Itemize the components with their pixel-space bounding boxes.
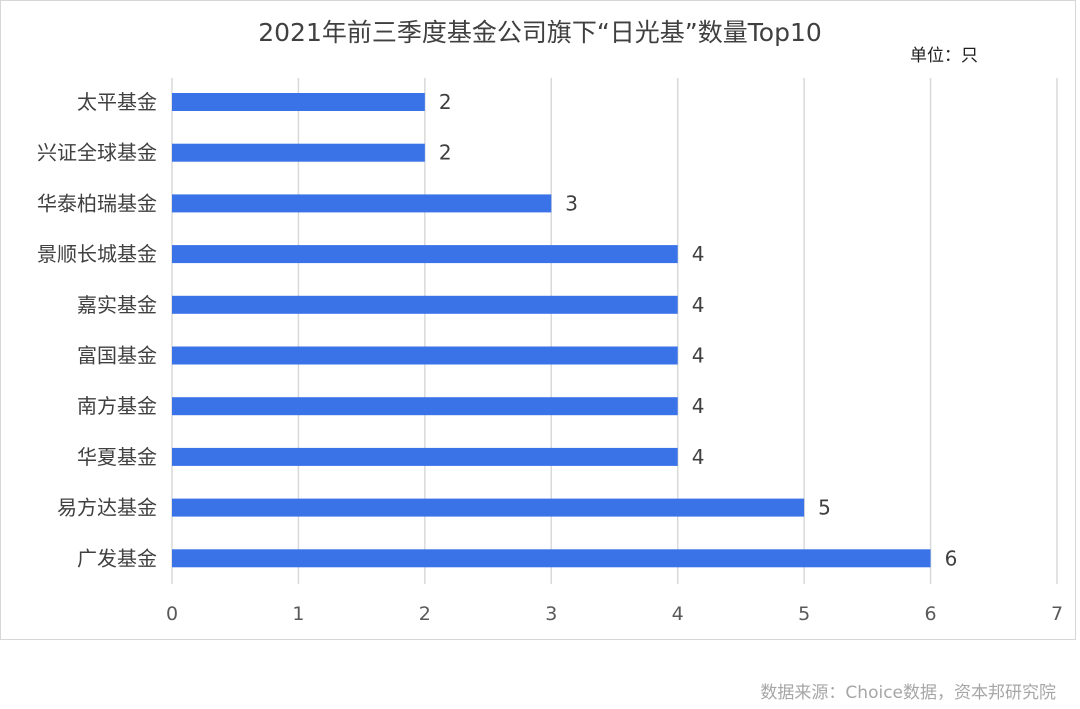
- data-label: 4: [692, 394, 705, 418]
- chart-title: 2021年前三季度基金公司旗下“日光基”数量Top10: [258, 18, 822, 47]
- category-label: 兴证全球基金: [37, 141, 157, 165]
- data-label: 4: [692, 242, 705, 266]
- source-note: 数据来源：Choice数据，资本邦研究院: [760, 683, 1056, 703]
- bar: [172, 245, 678, 264]
- x-tick-label: 7: [1051, 603, 1063, 625]
- bar: [172, 549, 931, 568]
- data-label: 4: [692, 445, 705, 469]
- bar-chart: 2021年前三季度基金公司旗下“日光基”数量Top10 单位：只 太平基金兴证全…: [37, 18, 1063, 625]
- category-label: 华夏基金: [77, 445, 157, 469]
- x-tick-label: 1: [292, 603, 304, 625]
- bar: [172, 93, 425, 111]
- category-label: 太平基金: [77, 90, 157, 114]
- category-label: 广发基金: [77, 546, 157, 570]
- data-label: 2: [439, 141, 452, 165]
- bar: [172, 498, 805, 517]
- bar: [172, 346, 678, 365]
- bar: [172, 397, 678, 416]
- data-label: 3: [565, 191, 578, 215]
- bar: [172, 295, 678, 314]
- category-labels: 太平基金兴证全球基金华泰柏瑞基金景顺长城基金嘉实基金富国基金南方基金华夏基金易方…: [37, 90, 157, 570]
- data-label: 5: [818, 496, 831, 520]
- bar: [172, 143, 425, 162]
- x-axis-ticks: 0 1 2 3 4 5 6 7: [166, 603, 1063, 625]
- x-tick-label: 4: [672, 603, 684, 625]
- data-label: 4: [692, 293, 705, 317]
- data-label: 4: [692, 344, 705, 368]
- x-tick-label: 6: [925, 603, 937, 625]
- bar: [172, 194, 552, 213]
- x-tick-label: 5: [798, 603, 810, 625]
- category-label: 华泰柏瑞基金: [37, 191, 157, 215]
- category-label: 嘉实基金: [77, 293, 157, 317]
- unit-label: 单位：只: [910, 46, 978, 66]
- bars: [172, 93, 931, 568]
- bar: [172, 447, 678, 466]
- category-label: 景顺长城基金: [37, 242, 157, 266]
- data-label: 2: [439, 90, 452, 114]
- category-label: 易方达基金: [57, 496, 157, 520]
- data-label: 6: [945, 546, 958, 570]
- x-tick-label: 2: [419, 603, 431, 625]
- category-label: 南方基金: [77, 394, 157, 418]
- category-label: 富国基金: [77, 344, 157, 368]
- x-tick-label: 3: [545, 603, 557, 625]
- x-tick-label: 0: [166, 603, 178, 625]
- data-labels: 2 2 3 4 4 4 4 4 5 6: [439, 90, 957, 570]
